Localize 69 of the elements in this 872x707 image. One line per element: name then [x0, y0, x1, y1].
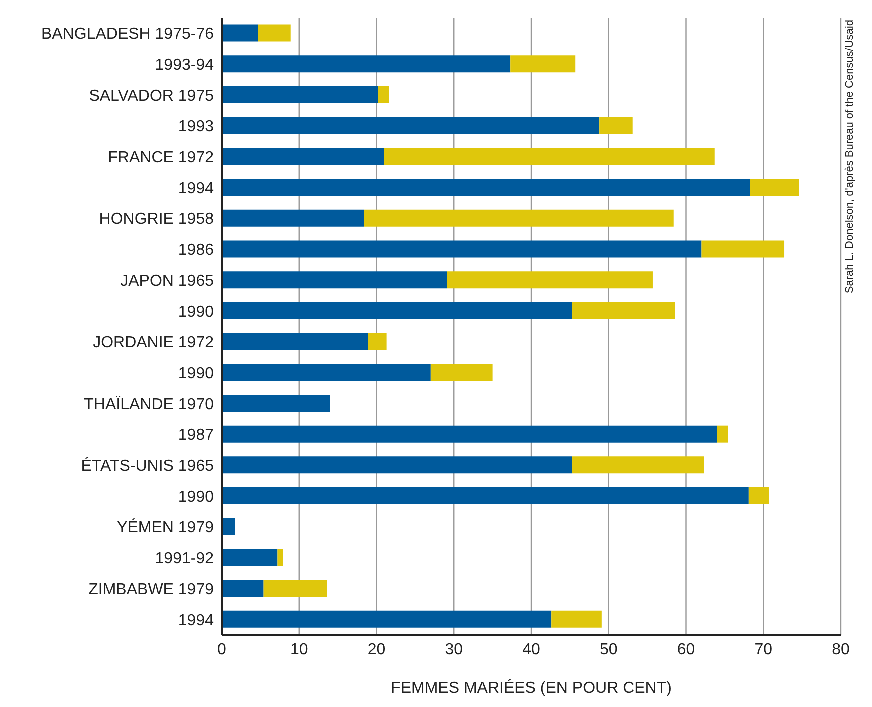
x-tick-label: 10	[290, 641, 308, 658]
y-tick-label: 1990	[178, 365, 214, 382]
x-tick-label: 70	[754, 641, 773, 658]
y-tick-label: SALVADOR 1975	[89, 88, 214, 105]
bar	[222, 86, 378, 104]
bar	[222, 549, 278, 566]
x-tick-label: 80	[832, 641, 850, 658]
bar	[702, 240, 785, 258]
bar	[552, 610, 602, 628]
bar	[222, 333, 368, 350]
y-tick-label: THAÏLANDE 1970	[84, 395, 214, 414]
bar	[222, 210, 364, 227]
y-tick-label: BANGLADESH 1975-76	[41, 26, 214, 44]
y-tick-label: JAPON 1965	[120, 272, 214, 290]
bar	[368, 333, 387, 350]
bar	[430, 364, 493, 382]
bar	[222, 272, 448, 289]
x-tick-label: 30	[445, 641, 464, 658]
y-tick-label: ZIMBABWE 1979	[88, 581, 214, 598]
y-tick-label: JORDANIE 1972	[93, 334, 214, 352]
bar	[364, 210, 674, 227]
y-tick-label: 1994	[178, 180, 214, 198]
bar	[222, 240, 702, 258]
x-axis-title: FEMMES MARIÉES (EN POUR CENT)	[391, 679, 672, 697]
bar	[750, 179, 800, 196]
bar	[378, 86, 390, 104]
bar	[748, 488, 770, 505]
x-tick-label: 50	[600, 641, 618, 658]
bar	[222, 364, 431, 382]
bar	[222, 117, 600, 134]
x-tick-label: 60	[677, 641, 696, 658]
bar	[222, 518, 236, 536]
bar	[222, 488, 749, 505]
y-tick-label: 1994	[178, 612, 214, 630]
y-tick-label: 1986	[178, 242, 214, 260]
y-tick-label: 1990	[178, 488, 214, 506]
y-tick-label: ÉTATS-UNIS 1965	[81, 457, 214, 476]
bar	[222, 179, 750, 196]
bar	[384, 148, 715, 166]
x-tick-label: 40	[522, 641, 540, 658]
y-tick-label: 1993	[178, 118, 214, 136]
bar	[222, 148, 384, 166]
bar	[447, 272, 653, 289]
x-tick-label: 0	[218, 641, 227, 658]
x-tick-label: 20	[368, 641, 386, 658]
bar	[600, 117, 633, 134]
bar	[222, 456, 573, 474]
y-tick-label: FRANCE 1972	[108, 150, 214, 167]
bar	[572, 456, 704, 474]
bar	[572, 302, 676, 320]
y-tick-label: 1990	[178, 304, 214, 321]
bar	[222, 580, 264, 598]
y-tick-label: YÉMEN 1979	[117, 518, 214, 537]
bar	[222, 302, 573, 320]
y-tick-label: 1993-94	[155, 56, 214, 74]
bar	[222, 426, 718, 443]
bar	[222, 394, 330, 412]
bar	[510, 56, 576, 73]
bar	[278, 549, 284, 566]
y-tick-label: HONGRIE 1958	[99, 211, 214, 228]
bar	[258, 24, 291, 42]
bar	[222, 56, 511, 73]
y-tick-label: 1987	[178, 427, 214, 444]
bar	[717, 426, 728, 443]
bar	[222, 24, 258, 42]
bar	[264, 580, 328, 598]
y-tick-label: 1991-92	[155, 550, 214, 568]
source-note: Sarah L. Donelson, d'après Bureau of the Census/Usaid	[844, 20, 856, 294]
bar	[222, 610, 552, 628]
